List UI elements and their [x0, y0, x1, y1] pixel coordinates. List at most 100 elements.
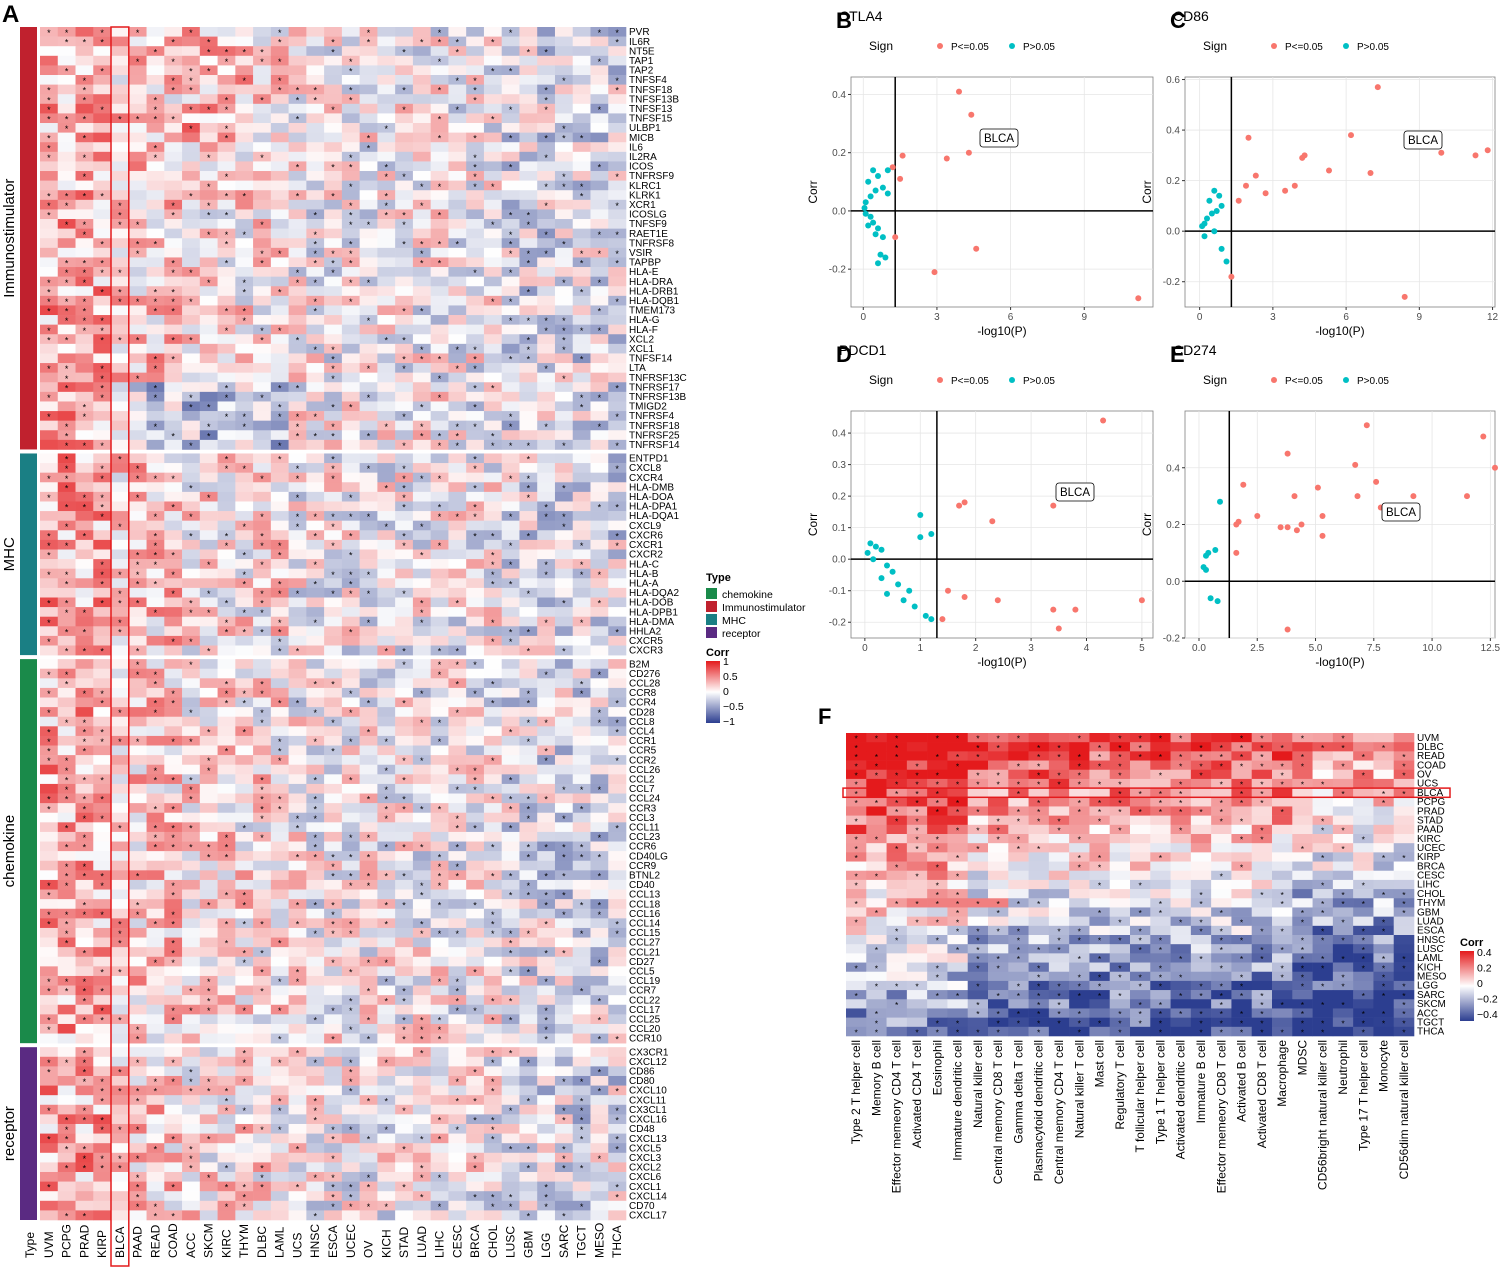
heatmap-a-cell	[306, 1085, 325, 1096]
heatmap-a-cell	[572, 635, 591, 646]
significance-star: *	[527, 455, 531, 465]
heatmap-a-cell	[359, 1075, 378, 1086]
heatmap-a-cell	[182, 687, 201, 698]
heatmap-a-cell	[57, 1123, 76, 1134]
heatmap-a-cell	[483, 132, 502, 143]
significance-star: *	[136, 28, 140, 38]
significance-star: *	[527, 804, 531, 814]
significance-star: *	[278, 403, 282, 413]
heatmap-a-cell	[519, 491, 538, 502]
heatmap-a-cell	[253, 803, 272, 814]
significance-star: *	[580, 679, 584, 689]
heatmap-a-cell	[93, 822, 112, 833]
heatmap-a-cell	[93, 927, 112, 938]
significance-star: *	[509, 775, 513, 785]
heatmap-a-cell	[253, 659, 272, 670]
heatmap-a-cell	[75, 735, 94, 746]
heatmap-a-cell	[483, 315, 502, 325]
heatmap-a-cell	[182, 411, 201, 421]
heatmap-a-cell	[412, 199, 431, 210]
heatmap-a-cell	[572, 180, 591, 191]
significance-star: *	[136, 737, 140, 747]
heatmap-a-cell	[412, 1056, 431, 1067]
heatmap-a-cell	[341, 491, 360, 502]
significance-star: *	[420, 689, 424, 699]
heatmap-a-cell	[217, 530, 236, 541]
heatmap-a-cell	[182, 937, 201, 948]
significance-star: *	[100, 503, 104, 513]
heatmap-a-cell	[182, 860, 201, 871]
heatmap-a-cell	[377, 687, 396, 698]
heatmap-a-cell	[590, 1066, 609, 1077]
significance-star: *	[242, 287, 246, 297]
heatmap-a-cell	[554, 697, 574, 708]
heatmap-a-cell	[590, 879, 609, 890]
heatmap-a-cell	[235, 411, 254, 421]
heatmap-a-cell	[341, 1123, 360, 1134]
heatmap-a-cell	[590, 363, 609, 373]
heatmap-a-cell	[537, 334, 556, 345]
heatmap-a-cell	[146, 75, 165, 85]
heatmap-a-cell	[554, 171, 574, 181]
heatmap-a-cell	[412, 151, 431, 162]
heatmap-a-cell	[270, 84, 289, 95]
heatmap-a-cell	[359, 726, 378, 737]
heatmap-a-cell	[519, 295, 538, 306]
heatmap-a-cell	[501, 626, 520, 637]
heatmap-a-cell	[554, 755, 574, 766]
significance-star: *	[100, 239, 104, 249]
heatmap-a-cell	[519, 597, 538, 608]
significance-star: *	[527, 47, 531, 57]
heatmap-a-cell	[466, 626, 485, 637]
heatmap-a-cell	[537, 84, 556, 95]
significance-star: *	[189, 737, 193, 747]
heatmap-a-cell	[288, 616, 307, 627]
significance-star: *	[242, 522, 246, 532]
significance-star: *	[349, 57, 353, 67]
heatmap-a-cell	[430, 315, 449, 325]
significance-star: *	[189, 105, 193, 115]
heatmap-a-cell	[182, 151, 201, 162]
significance-star: *	[331, 541, 335, 551]
significance-star: *	[100, 364, 104, 374]
significance-star: *	[278, 737, 282, 747]
heatmap-a-cell	[199, 1114, 218, 1125]
heatmap-a-cell	[412, 975, 431, 986]
significance-star: *	[562, 239, 566, 249]
heatmap-a-cell	[57, 626, 76, 637]
heatmap-a-cell	[519, 430, 538, 441]
heatmap-a-cell	[501, 889, 520, 900]
heatmap-a-cell	[590, 549, 609, 560]
heatmap-a-cell	[412, 430, 431, 441]
heatmap-a-cell	[288, 1162, 307, 1173]
heatmap-a-cell	[501, 1095, 520, 1106]
heatmap-a-cell	[395, 793, 414, 804]
heatmap-a-cell	[554, 27, 574, 37]
heatmap-a-cell	[199, 55, 218, 66]
significance-star: *	[260, 608, 264, 618]
heatmap-a-cell	[448, 616, 467, 627]
heatmap-a-cell	[75, 879, 94, 890]
heatmap-a-cell	[146, 1191, 165, 1202]
significance-star: *	[420, 474, 424, 484]
significance-star: *	[491, 551, 495, 561]
heatmap-a-cell	[235, 46, 254, 57]
significance-star: *	[47, 393, 51, 403]
heatmap-a-cell	[146, 257, 165, 268]
heatmap-a-cell	[501, 870, 520, 881]
heatmap-a-cell	[128, 678, 147, 689]
heatmap-a-cell	[590, 1104, 609, 1115]
heatmap-a-cell	[40, 870, 59, 881]
heatmap-a-cell	[217, 353, 236, 364]
heatmap-a-cell	[164, 482, 183, 493]
heatmap-a-cell	[590, 247, 609, 258]
heatmap-a-cell	[608, 635, 627, 646]
significance-star: *	[260, 47, 264, 57]
heatmap-a-cell	[519, 123, 538, 133]
heatmap-a-cell	[217, 616, 236, 627]
significance-star: *	[438, 182, 442, 192]
heatmap-a-cell	[501, 46, 520, 57]
heatmap-a-cell	[483, 84, 502, 95]
heatmap-a-cell	[146, 889, 165, 900]
heatmap-a-cell	[466, 75, 485, 85]
